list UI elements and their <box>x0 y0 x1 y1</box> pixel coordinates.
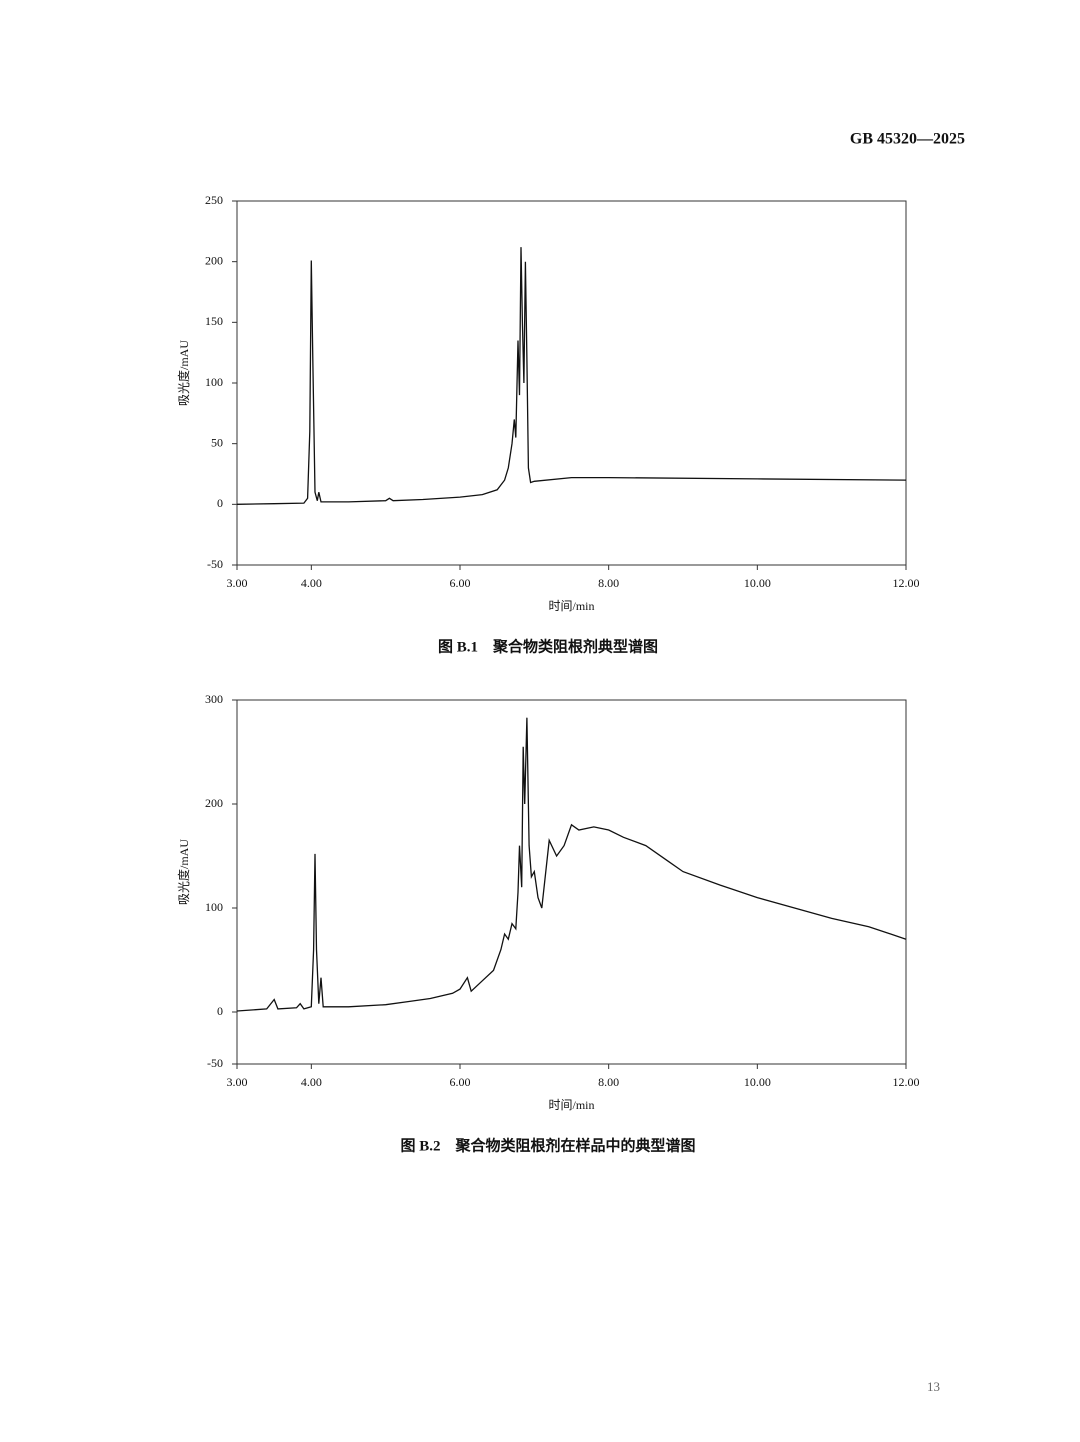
y-tick-label: 250 <box>205 193 223 207</box>
page-number: 13 <box>927 1379 940 1394</box>
y-tick-label: 100 <box>205 900 223 914</box>
plot-frame <box>236 699 907 1065</box>
x-tick-label: 4.00 <box>301 576 322 590</box>
header: GB 45320—2025 <box>850 131 965 148</box>
y-tick-label: 300 <box>205 692 223 706</box>
figure-caption: 图 B.2 聚合物类阻根剂在样品中的典型谱图 <box>400 1136 695 1154</box>
y-axis-label: 吸光度/mAU <box>176 340 191 406</box>
x-axis-label: 时间/min <box>548 599 594 613</box>
y-tick-label: -50 <box>207 557 223 571</box>
y-tick-label: 200 <box>205 796 223 810</box>
y-tick-label: 100 <box>205 375 223 389</box>
x-tick-label: 10.00 <box>744 1075 771 1089</box>
x-tick-label: 12.00 <box>893 576 920 590</box>
x-tick-label: 10.00 <box>744 576 771 590</box>
y-tick-label: 200 <box>205 253 223 267</box>
x-tick-label: 3.00 <box>227 1075 248 1089</box>
y-tick-label: 0 <box>217 496 223 510</box>
x-tick-label: 12.00 <box>893 1075 920 1089</box>
y-tick-label: 0 <box>217 1004 223 1018</box>
x-tick-label: 6.00 <box>450 1075 471 1089</box>
x-axis-label: 时间/min <box>548 1098 594 1112</box>
chromatogram-line <box>236 247 907 505</box>
x-tick-label: 4.00 <box>301 1075 322 1089</box>
figure-caption: 图 B.1 聚合物类阻根剂典型谱图 <box>438 637 658 655</box>
y-tick-label: -50 <box>207 1056 223 1070</box>
y-axis-label: 吸光度/mAU <box>176 839 191 905</box>
x-tick-label: 8.00 <box>598 576 619 590</box>
y-tick-label: 50 <box>211 435 223 449</box>
chromatogram-line <box>236 717 907 1012</box>
y-tick-label: 150 <box>205 314 223 328</box>
x-tick-label: 8.00 <box>598 1075 619 1089</box>
x-tick-label: 3.00 <box>227 576 248 590</box>
x-tick-label: 6.00 <box>450 576 471 590</box>
